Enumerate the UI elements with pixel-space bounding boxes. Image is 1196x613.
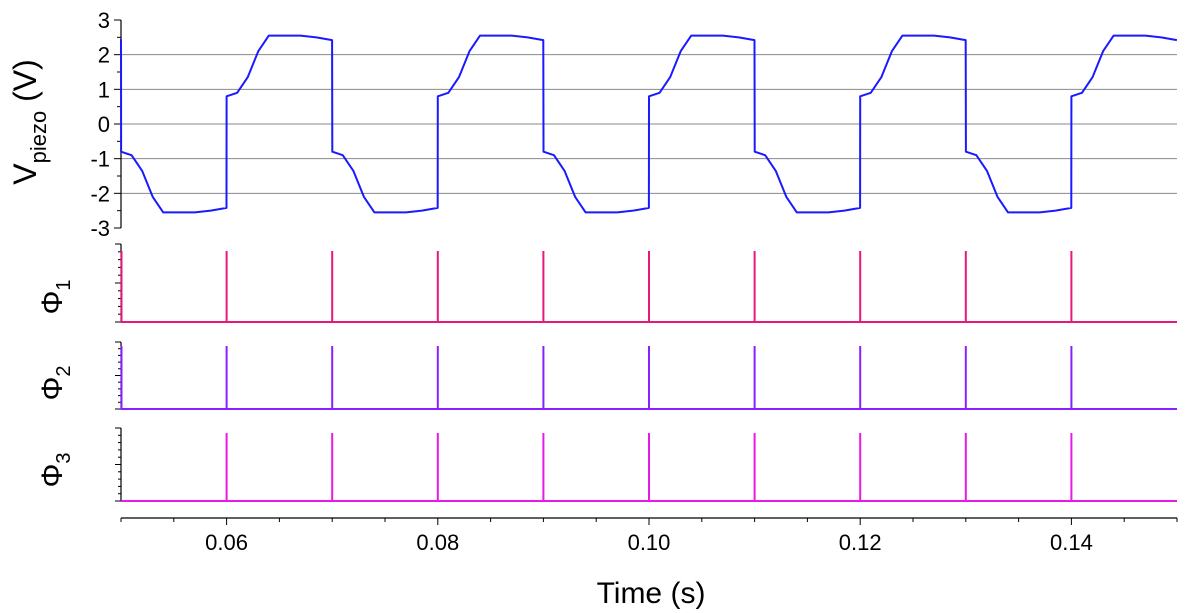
ylabel-vpiezo-unit: (V) <box>7 59 43 111</box>
ylabel-phi3-main: Φ <box>36 464 69 488</box>
ylabel-phi1-main: Φ <box>36 291 69 315</box>
panel-phi2: Φ2 <box>36 341 1177 410</box>
x-tick-label-2: 0.10 <box>628 530 671 555</box>
ylabel-phi2-sub: 2 <box>53 365 75 376</box>
ylabel-phi3-sub: 3 <box>53 452 75 463</box>
panel-phi1: Φ1 <box>36 243 1177 323</box>
vpiezo-y-tick-label-2: 1 <box>98 77 110 102</box>
x-tick-label-0: 0.06 <box>205 530 248 555</box>
ylabel-phi3: Φ3 <box>36 452 75 487</box>
ylabel-phi1: Φ1 <box>36 279 75 314</box>
vpiezo-y-tick-label-6: -3 <box>90 216 110 241</box>
panel-vpiezo: Vpiezo (V) 3 2 1 0 -1 -2 -3 <box>7 8 1178 241</box>
vpiezo-y-tick-label-4: -1 <box>90 147 110 172</box>
ylabel-phi2: Φ2 <box>36 365 75 400</box>
ylabel-phi1-sub: 1 <box>53 279 75 290</box>
vpiezo-y-tick-label-5: -2 <box>90 181 110 206</box>
panel-phi3: Φ3 <box>36 427 1177 502</box>
vpiezo-y-tick-label-3: 0 <box>98 112 110 137</box>
ylabel-vpiezo: Vpiezo (V) <box>7 59 51 184</box>
x-tick-label-3: 0.12 <box>839 530 882 555</box>
ylabel-vpiezo-main: V <box>7 163 43 185</box>
vpiezo-y-tick-label-1: 2 <box>98 43 110 68</box>
x-axis-title: Time (s) <box>597 577 706 610</box>
x-tick-label-4: 0.14 <box>1050 530 1093 555</box>
vpiezo-series-line <box>120 34 1178 214</box>
x-tick-label-1: 0.08 <box>416 530 459 555</box>
ylabel-vpiezo-sub: piezo <box>26 111 51 164</box>
vpiezo-y-tick-label-0: 3 <box>98 8 110 33</box>
ylabel-phi2-main: Φ <box>36 377 69 401</box>
x-axis: 0.06 0.08 0.10 0.12 0.14 <box>120 517 1178 555</box>
